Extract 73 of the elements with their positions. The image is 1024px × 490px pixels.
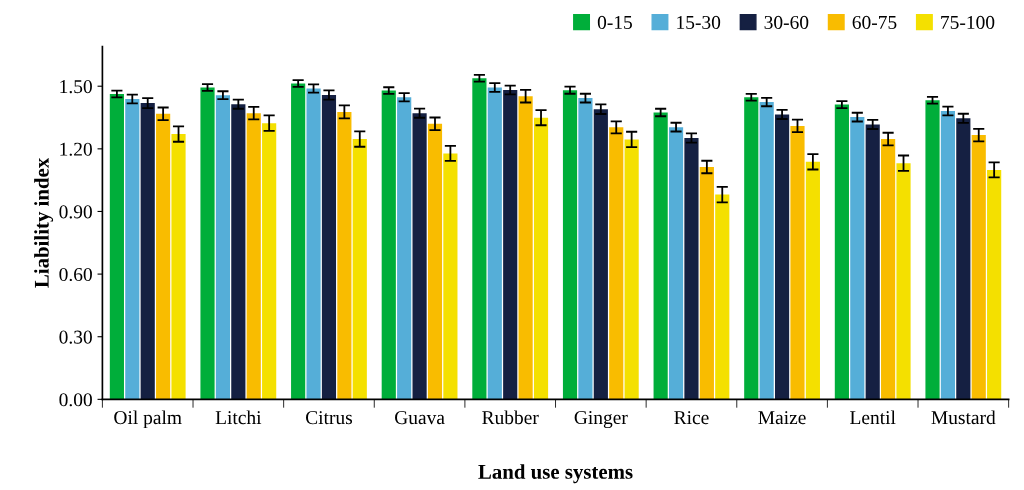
x-tick-label: Lentil xyxy=(850,410,896,425)
x-tick-label: Guava xyxy=(395,411,445,425)
bar xyxy=(790,125,805,400)
x-tick-label: Rubber xyxy=(482,410,539,425)
bar xyxy=(262,123,277,400)
bar xyxy=(865,124,880,400)
y-tick-label: 0.30 xyxy=(59,330,92,344)
bar xyxy=(684,137,699,400)
bar xyxy=(291,83,306,400)
bar xyxy=(109,93,124,400)
bar xyxy=(412,113,427,400)
y-tick-label: 1.20 xyxy=(60,142,92,156)
x-tick-label: Ginger xyxy=(574,411,628,429)
x-tick-label: Citrus xyxy=(305,411,353,425)
bar xyxy=(200,87,215,400)
bar xyxy=(850,117,865,400)
bar xyxy=(533,117,549,400)
y-axis-title: Liability index xyxy=(34,157,54,288)
bar xyxy=(427,123,443,400)
bar xyxy=(171,134,186,400)
bar xyxy=(668,127,684,400)
bar xyxy=(609,127,624,400)
y-tick-label: 0.90 xyxy=(59,205,92,219)
bar xyxy=(624,139,639,400)
bar xyxy=(215,95,231,400)
bar xyxy=(381,90,396,400)
bar xyxy=(744,97,759,400)
bar xyxy=(925,100,940,400)
bar xyxy=(352,139,367,400)
bar xyxy=(125,98,140,400)
bar xyxy=(578,98,593,400)
bar xyxy=(715,194,730,400)
bar xyxy=(956,118,971,400)
bar xyxy=(896,163,911,400)
bar xyxy=(321,94,337,400)
legend-label: 0-15 xyxy=(597,15,632,29)
y-tick-label: 0.00 xyxy=(59,393,92,407)
x-tick-label: Maize xyxy=(758,411,806,425)
bar xyxy=(562,90,578,400)
bar xyxy=(593,109,608,400)
y-tick-label: 0.60 xyxy=(59,267,92,282)
bar xyxy=(940,111,956,400)
bar xyxy=(774,114,790,400)
x-tick-label: Litchi xyxy=(215,410,262,425)
bar xyxy=(881,139,896,400)
bar xyxy=(834,104,849,400)
x-tick-label: Rice xyxy=(674,411,709,425)
bar xyxy=(231,104,246,400)
x-tick-label: Oil palm xyxy=(114,410,182,429)
y-tick-label: 1.50 xyxy=(60,80,92,94)
bar xyxy=(443,153,458,400)
bar xyxy=(503,89,518,400)
legend-label: 60-75 xyxy=(852,15,897,29)
bar xyxy=(699,167,714,400)
bar xyxy=(987,169,1002,400)
bar xyxy=(472,78,487,400)
bar xyxy=(653,112,668,400)
bar xyxy=(246,113,261,400)
bar xyxy=(140,103,155,400)
bar xyxy=(337,111,352,400)
bar xyxy=(759,102,774,400)
bar xyxy=(805,161,820,400)
bar xyxy=(518,96,533,400)
x-axis-title: Land use systems xyxy=(478,464,633,484)
bar xyxy=(156,113,171,400)
legend-label: 15-30 xyxy=(677,15,721,29)
bar xyxy=(971,135,986,400)
bar xyxy=(487,87,502,400)
legend-label: 75-100 xyxy=(941,15,995,29)
legend-label: 30-60 xyxy=(764,15,809,29)
bar xyxy=(306,88,321,400)
x-tick-label: Mustard xyxy=(931,410,996,425)
bar xyxy=(397,97,412,400)
